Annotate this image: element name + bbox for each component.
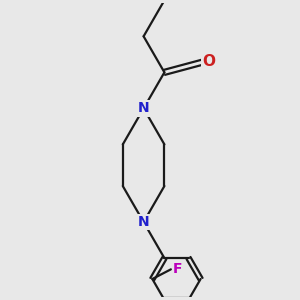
Text: F: F: [173, 262, 183, 276]
Text: N: N: [138, 101, 149, 116]
Text: N: N: [138, 215, 149, 229]
Text: O: O: [202, 54, 215, 69]
